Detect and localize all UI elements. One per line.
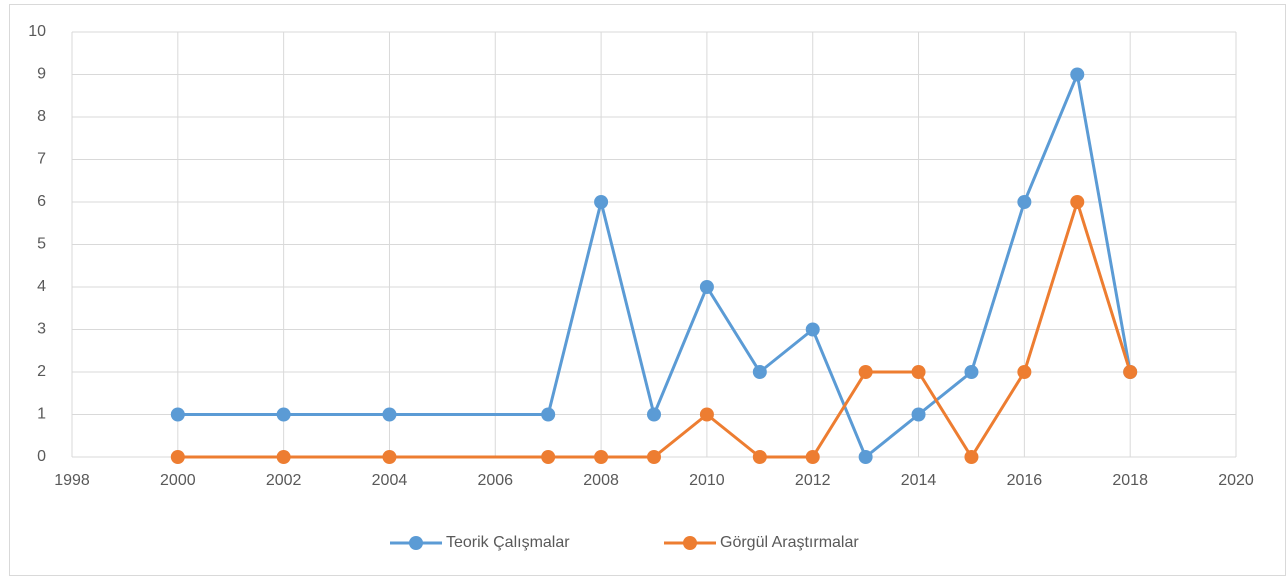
point [911,365,926,379]
y-tick-label: 9 [37,66,46,83]
point [858,450,873,464]
x-tick-label: 1998 [54,472,90,489]
y-tick-label: 8 [37,108,46,125]
point [805,450,820,464]
x-tick-label: 2004 [372,472,408,489]
x-tick-label: 2016 [1007,472,1043,489]
point [1017,365,1032,379]
point [276,407,291,422]
y-tick-label: 6 [37,193,46,210]
legend-marker [683,536,697,550]
point [382,450,397,464]
point [1123,365,1138,379]
y-tick-label: 10 [28,23,46,40]
y-tick-label: 7 [37,151,46,168]
point [699,407,714,422]
point [752,365,767,379]
y-tick-label: 4 [37,278,46,295]
point [647,450,661,464]
legend-marker [409,536,423,550]
y-tick-label: 3 [37,321,46,338]
chart-frame [9,4,1286,576]
x-tick-label: 2018 [1112,472,1148,489]
point [699,280,714,294]
x-tick-label: 2006 [477,472,513,489]
point [1070,195,1085,209]
point [276,450,291,464]
point [541,450,556,464]
x-tick-label: 2000 [160,472,196,489]
legend-label: Teorik Çalışmalar [446,534,570,551]
point [911,407,926,422]
x-tick-label: 2014 [901,472,937,489]
x-tick-label: 2010 [689,472,725,489]
x-tick-label: 2020 [1218,472,1254,489]
point [964,365,979,379]
point [1017,195,1032,209]
x-tick-label: 2012 [795,472,831,489]
point [805,322,820,337]
point [964,450,979,464]
point [170,407,185,422]
point [647,407,661,422]
y-tick-label: 5 [37,236,46,253]
point [858,365,873,379]
y-tick-label: 1 [37,406,46,423]
point [594,195,609,209]
x-tick-label: 2008 [583,472,619,489]
point [594,450,609,464]
point [541,407,556,422]
y-tick-label: 0 [37,448,46,465]
point [170,450,185,464]
legend-label: Görgül Araştırmalar [720,534,859,551]
x-tick-label: 2002 [266,472,302,489]
point [382,407,397,422]
point [752,450,767,464]
point [1070,67,1085,82]
y-tick-label: 2 [37,363,46,380]
